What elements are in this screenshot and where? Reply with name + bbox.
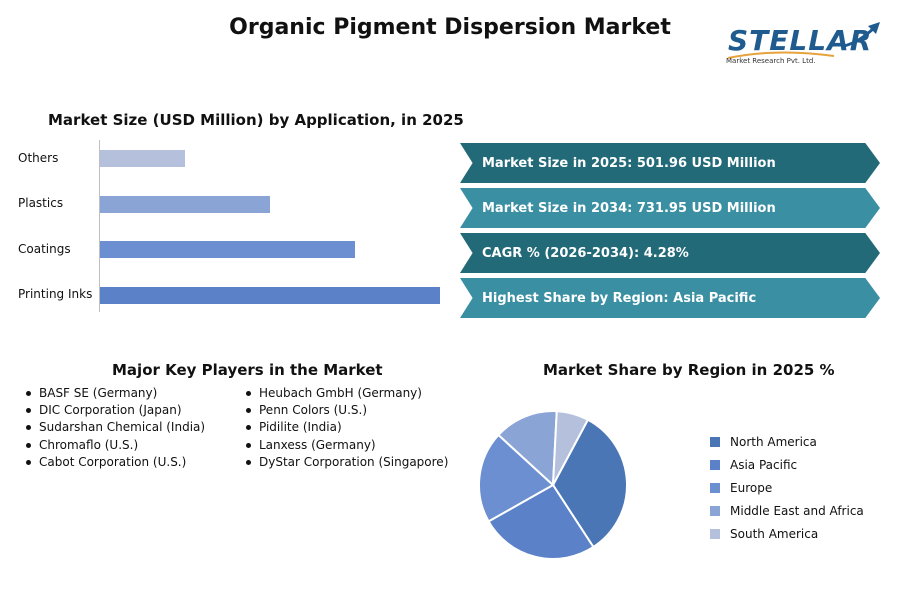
bar-axis-line [99, 140, 100, 312]
bar [100, 241, 355, 258]
stellar-logo: STELLAR Market Research Pvt. Ltd. [722, 14, 882, 74]
bar [100, 196, 270, 213]
bar-label: Coatings [18, 242, 71, 256]
list-item: DyStar Corporation (Singapore) [244, 454, 448, 471]
page-title: Organic Pigment Dispersion Market [229, 15, 671, 40]
legend-item: Asia Pacific [710, 453, 864, 476]
players-title: Major Key Players in the Market [112, 361, 383, 379]
stat-text: CAGR % (2026-2034): 4.28% [482, 245, 689, 261]
bar-label: Plastics [18, 196, 64, 210]
players-list-left: BASF SE (Germany) DIC Corporation (Japan… [24, 385, 205, 471]
list-item: Chromaflo (U.S.) [24, 437, 205, 454]
stat-text: Market Size in 2034: 731.95 USD Million [482, 200, 776, 216]
legend-label: Europe [730, 480, 773, 495]
logo-wordmark: STELLAR [728, 24, 873, 57]
legend-swatch [710, 482, 720, 493]
players-list-right: Heubach GmbH (Germany) Penn Colors (U.S.… [244, 385, 448, 471]
pie-chart-title: Market Share by Region in 2025 % [543, 361, 835, 379]
legend-item: Middle East and Africa [710, 499, 864, 522]
bar-label: Others [18, 151, 59, 165]
stat-text: Highest Share by Region: Asia Pacific [482, 290, 757, 306]
swoosh-icon [727, 51, 835, 59]
bar-chart-title: Market Size (USD Million) by Application… [48, 111, 464, 129]
stat-banner: Highest Share by Region: Asia Pacific [460, 278, 880, 318]
pie-legend: North America Asia Pacific Europe Middle… [710, 430, 864, 545]
stat-banner: Market Size in 2034: 731.95 USD Million [460, 188, 880, 228]
list-item: Sudarshan Chemical (India) [24, 419, 205, 436]
pie-slice [552, 410, 590, 486]
bar [100, 287, 440, 304]
legend-label: North America [730, 434, 817, 449]
pie-slice [487, 483, 595, 560]
bar-label: Printing Inks [18, 287, 93, 301]
legend-swatch [710, 436, 720, 447]
legend-item: North America [710, 430, 864, 453]
legend-swatch [710, 528, 720, 539]
legend-label: Asia Pacific [730, 457, 798, 472]
legend-item: South America [710, 522, 864, 545]
logo-subtitle: Market Research Pvt. Ltd. [726, 57, 816, 65]
list-item: BASF SE (Germany) [24, 385, 205, 402]
stat-banner: Market Size in 2025: 501.96 USD Million [460, 143, 880, 183]
list-item: Heubach GmbH (Germany) [244, 385, 448, 402]
list-item: Lanxess (Germany) [244, 437, 448, 454]
legend-item: Europe [710, 476, 864, 499]
pie-chart [478, 410, 628, 560]
legend-label: South America [730, 526, 819, 541]
pie-slice [497, 410, 558, 488]
stat-text: Market Size in 2025: 501.96 USD Million [482, 155, 776, 171]
arrow-icon [843, 22, 880, 48]
list-item: Penn Colors (U.S.) [244, 402, 448, 419]
list-item: Cabot Corporation (U.S.) [24, 454, 205, 471]
pie-slice [478, 433, 555, 523]
bar [100, 150, 185, 167]
legend-swatch [710, 505, 720, 516]
stat-banner: CAGR % (2026-2034): 4.28% [460, 233, 880, 273]
list-item: DIC Corporation (Japan) [24, 402, 205, 419]
legend-swatch [710, 459, 720, 470]
list-item: Pidilite (India) [244, 419, 448, 436]
legend-label: Middle East and Africa [730, 503, 864, 518]
